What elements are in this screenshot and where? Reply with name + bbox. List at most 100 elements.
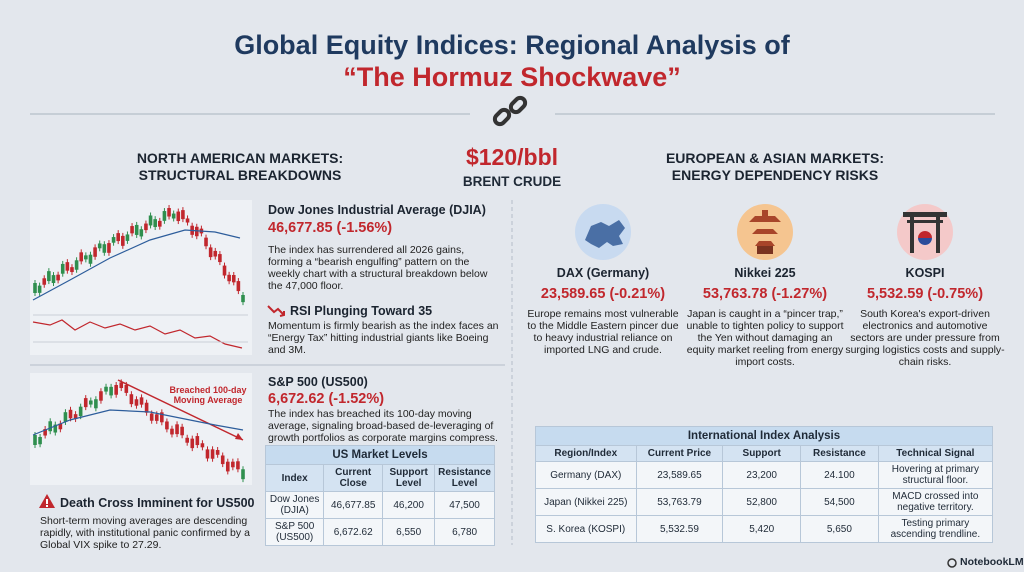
candle-body: [213, 250, 218, 257]
candle-body: [205, 449, 210, 459]
row: Germany (DAX) 23,589.65 23,200 24.100 Hoveri…: [535, 461, 994, 489]
oil-price: $120/bbl: [465, 144, 559, 170]
paragraph: South Korea's export-driven electronics …: [845, 308, 1005, 368]
candle-body: [124, 384, 129, 393]
cell: 5,532.59: [635, 515, 724, 543]
section-heading: EUROPEAN & ASIAN MARKETS: ENERGY DEPENDEN…: [640, 150, 910, 184]
candle-body: [48, 421, 53, 432]
header-row: Region/Index Current Price Support Resistan…: [535, 445, 994, 462]
oil-label: BRENT CRUDE: [462, 174, 562, 189]
row: Dow Jones (DJIA) 46,677.85 46,200 47,500: [264, 491, 495, 519]
candle-body: [210, 449, 215, 459]
candle-body: [185, 218, 190, 223]
candle-body: [104, 386, 108, 392]
candle-body: [107, 243, 111, 253]
cell: Japan (Nikkei 225): [535, 488, 637, 516]
candle-body: [154, 414, 159, 421]
brand-icon: [947, 558, 957, 568]
subheading: Death Cross Imminent for US500: [60, 496, 255, 510]
index-value: 53,763.78 (-1.27%): [702, 286, 828, 302]
candle-body: [93, 247, 97, 257]
candle-body: [180, 426, 184, 436]
title-line: Global Equity Indices: Regional Analysis…: [234, 30, 790, 60]
candle-body: [37, 285, 42, 293]
cell: Germany (DAX): [535, 461, 637, 489]
candle-body: [94, 399, 98, 409]
index-value: 5,532.59 (-0.75%): [866, 286, 984, 302]
header-cell: Index: [264, 464, 325, 492]
candle-body: [33, 283, 37, 293]
rsi-line: [32, 319, 243, 349]
candle-body: [175, 424, 179, 435]
cell: S. Korea (KOSPI): [535, 515, 637, 543]
us-table: US Market Levels Index Current Close Suppor…: [264, 445, 495, 546]
chain-icon: [492, 95, 528, 127]
cell: Testing primary ascending trendline.: [877, 515, 994, 543]
candle-body: [167, 208, 171, 217]
header-row: Index Current Close Support Level Resistanc…: [264, 464, 495, 492]
candle-body: [225, 461, 230, 472]
candle-body: [97, 243, 102, 249]
cell: 6,780: [434, 518, 495, 546]
candle-body: [129, 394, 134, 405]
table-title: US Market Levels: [265, 445, 495, 464]
candle-body: [102, 244, 107, 253]
cell: 5,420: [722, 515, 802, 543]
candle-body: [231, 461, 235, 468]
candle-body: [200, 443, 205, 448]
header-cell: Current Close: [323, 464, 384, 492]
cell: Dow Jones (DJIA): [264, 491, 325, 519]
cell: 23,589.65: [635, 461, 724, 489]
candle-body: [204, 237, 208, 247]
trend-arrow-head: [235, 433, 243, 440]
index-name: DAX (Germany): [556, 266, 650, 280]
candle-body: [42, 278, 47, 285]
paragraph: Momentum is firmly bearish as the index …: [268, 320, 499, 356]
header-cell: Support: [722, 445, 802, 462]
candle-body: [58, 423, 63, 430]
candle-body: [116, 233, 120, 242]
chart-annotation: Breached 100-day Moving Average: [169, 385, 247, 405]
heading-line: EUROPEAN & ASIAN MARKETS:: [665, 150, 885, 166]
candle-body: [153, 219, 157, 228]
cell: 46,677.85: [323, 491, 384, 519]
candle-body: [53, 424, 58, 433]
section-heading: NORTH AMERICAN MARKETS: STRUCTURAL BREAKD…: [110, 150, 370, 184]
index-value: 23,589.65 (-0.21%): [540, 286, 666, 302]
candle-body: [51, 275, 56, 284]
candle-body: [74, 260, 79, 270]
header-cell: Technical Signal: [877, 445, 994, 462]
candle-body: [236, 461, 240, 470]
candle-body: [139, 397, 144, 405]
candle-body: [134, 399, 139, 406]
cell: 6,550: [382, 518, 436, 546]
candle-body: [119, 382, 124, 389]
down-arrow-icon: [267, 305, 285, 317]
intl-table: International Index Analysis Region/Index…: [535, 426, 994, 543]
paragraph: Short-term moving averages are descendin…: [40, 515, 250, 551]
cell: 52,800: [722, 488, 802, 516]
index-card: KOSPI 5,532.59 (-0.75%) South Korea's expo…: [845, 266, 1005, 368]
candle-body: [236, 281, 241, 292]
candle-body: [241, 294, 245, 303]
candle-body: [121, 235, 125, 246]
row: Japan (Nikkei 225) 53,763.79 52,800 54,500 M…: [535, 488, 994, 516]
candle-body: [134, 224, 139, 235]
index-name: Nikkei 225: [734, 266, 796, 280]
candle-body: [194, 226, 199, 237]
candle-body: [43, 429, 47, 436]
index-card: Nikkei 225 53,763.78 (-1.27%) Japan is cau…: [685, 266, 845, 368]
torii-icon: [897, 204, 953, 260]
row: S&P 500 (US500) 6,672.62 6,550 6,780: [264, 518, 495, 546]
heading-line: NORTH AMERICAN MARKETS:: [136, 150, 344, 166]
candle-body: [99, 391, 103, 401]
candle-body: [79, 252, 84, 262]
cell: S&P 500 (US500): [264, 518, 325, 546]
cell: 46,200: [382, 491, 436, 519]
candle-body: [47, 271, 51, 282]
cell: 23,200: [722, 461, 802, 489]
candle-body: [190, 438, 195, 449]
candle-body: [130, 226, 134, 234]
candle-body: [56, 274, 60, 281]
candle-body: [83, 398, 88, 408]
